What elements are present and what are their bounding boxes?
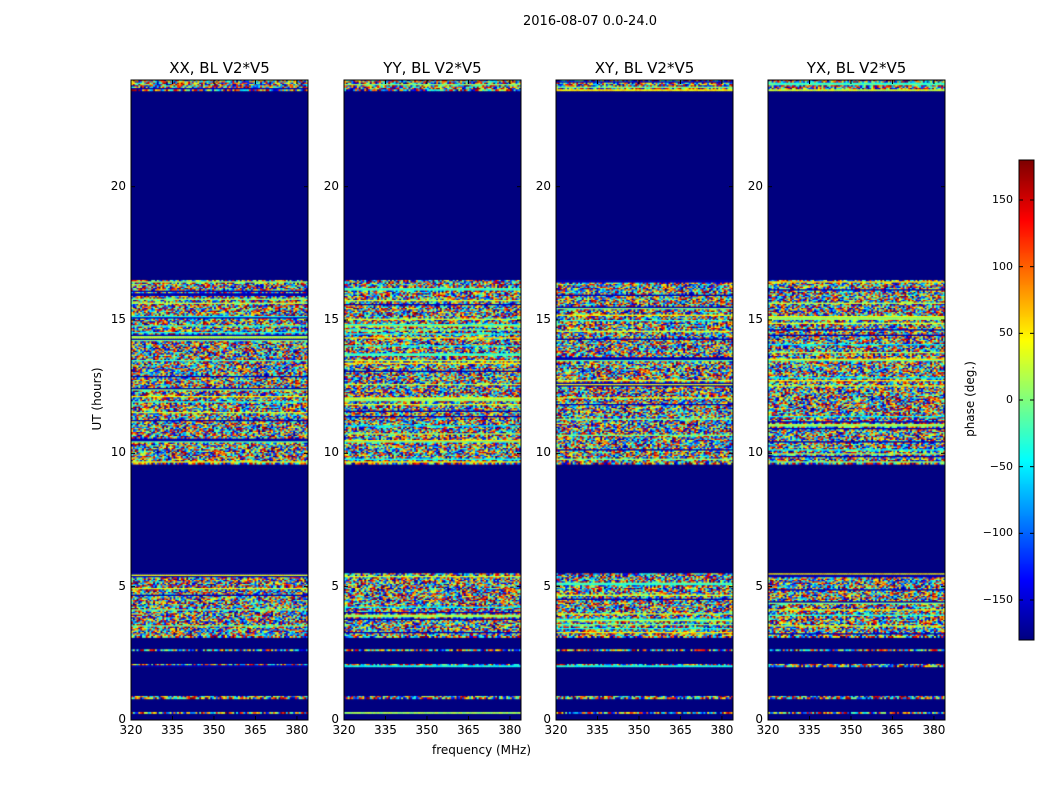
panel-frame [555,79,734,721]
x-tick-label: 320 [544,723,568,737]
x-tick-label: 335 [161,723,184,737]
x-tick-label: 380 [922,723,946,737]
x-tick-label: 380 [710,723,734,737]
y-tick-label: 5 [118,578,126,593]
colorbar-tick-label: 0 [1006,393,1013,406]
panel-title: YY, BL V2*V5 [383,59,482,77]
colorbar [1019,160,1034,640]
y-tick-label: 5 [331,578,339,593]
colorbar-tick-label: −100 [982,526,1013,540]
y-tick-label: 5 [543,578,551,593]
x-tick-label: 365 [669,723,692,737]
heatmap-yx [768,80,945,720]
heatmap-xx [131,80,308,720]
x-tick-label: 350 [627,723,651,737]
x-tick-label: 350 [839,723,863,737]
y-tick-label: 15 [747,312,763,326]
y-tick-label: 15 [110,312,126,326]
x-tick-label: 350 [415,723,439,737]
colorbar-tick-label: −50 [989,459,1013,473]
y-tick-label: 20 [535,178,551,193]
x-tick-label: 335 [586,723,609,737]
x-tick-label: 365 [881,723,904,737]
y-tick-label: 10 [323,445,339,460]
panel-title: YX, BL V2*V5 [806,59,907,77]
colorbar-tick-label: 100 [992,259,1013,273]
x-tick-label: 320 [756,723,780,737]
colorbar-tick-label: 50 [999,326,1013,340]
panel-title: XY, BL V2*V5 [594,59,695,77]
x-tick-label: 320 [119,723,143,737]
x-tick-label: 350 [202,723,226,737]
x-tick-label: 335 [798,723,821,737]
y-tick-label: 0 [118,712,126,726]
colorbar-tick-label: 150 [992,193,1013,206]
y-tick-label: 20 [747,178,763,193]
x-tick-label: 365 [457,723,480,737]
y-tick-label: 0 [331,712,339,726]
figure-title: 2016-08-07 0.0-24.0 [523,14,657,29]
y-tick-label: 0 [755,712,763,726]
y-tick-label: 15 [535,312,551,326]
y-tick-label: 0 [543,712,551,726]
x-tick-label: 380 [285,723,309,737]
x-axis-label: frequency (MHz) [432,743,532,757]
panel-frame [130,79,309,721]
y-tick-label: 20 [110,178,126,193]
y-tick-label: 5 [755,578,763,593]
heatmap-xy [556,80,733,720]
heatmap-yy [344,80,521,720]
panel-title: XX, BL V2*V5 [169,59,270,77]
y-tick-label: 20 [323,178,339,193]
y-tick-label: 15 [323,312,339,326]
y-tick-label: 10 [535,445,551,460]
y-tick-label: 10 [747,445,763,460]
colorbar-tick-label: −150 [982,593,1013,606]
x-tick-label: 320 [332,723,356,737]
x-tick-label: 365 [244,723,267,737]
y-tick-label: 10 [110,445,126,460]
x-tick-label: 380 [498,723,522,737]
x-tick-label: 335 [374,723,397,737]
panel-frame [343,79,522,721]
panel-frame [767,79,946,721]
